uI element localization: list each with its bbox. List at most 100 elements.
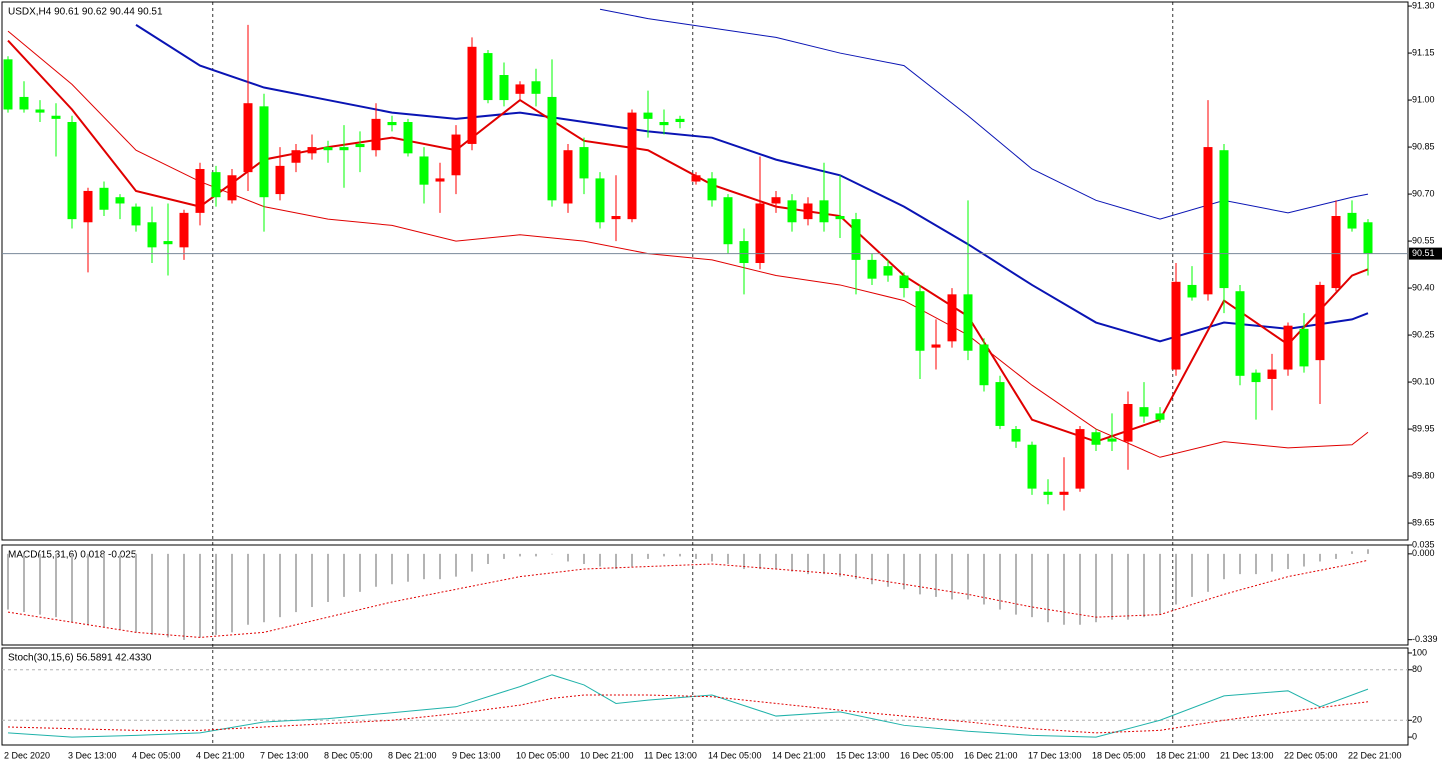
candle-body: [1171, 281, 1181, 370]
candle-body: [1075, 429, 1085, 489]
candle-body: [259, 106, 269, 198]
x-tick-label: 8 Dec 21:00: [388, 750, 437, 760]
histogram-bar: [1303, 553, 1305, 567]
x-tick-label: 21 Dec 13:00: [1220, 750, 1274, 760]
histogram-bar: [295, 553, 297, 613]
candle-body: [963, 294, 973, 351]
histogram-bar: [423, 553, 425, 580]
histogram-bar: [1191, 553, 1193, 597]
histogram-bar: [183, 553, 185, 640]
candle-body: [595, 178, 605, 223]
candle-body: [659, 122, 669, 126]
candle-body: [307, 147, 317, 154]
histogram-bar: [615, 553, 617, 570]
candle-body: [611, 216, 621, 220]
candle-body: [883, 266, 893, 276]
candle-body: [1283, 325, 1293, 370]
candle-body: [723, 197, 733, 245]
histogram-bar: [1159, 553, 1161, 615]
candle-body: [675, 118, 685, 123]
candle-body: [531, 81, 541, 94]
histogram-bar: [1255, 553, 1257, 575]
histogram-bar: [1319, 553, 1321, 562]
candle-body: [1091, 432, 1101, 445]
histogram-bar: [535, 553, 537, 557]
x-tick-label: 18 Dec 21:00: [1156, 750, 1210, 760]
histogram-bar: [455, 553, 457, 577]
histogram-bar: [119, 553, 121, 630]
candle-body: [947, 294, 957, 342]
candle-body: [371, 118, 381, 151]
histogram-bar: [775, 553, 777, 570]
indicator-line: [135, 24, 1369, 343]
candle-body: [1331, 216, 1341, 289]
candle-body: [275, 165, 285, 195]
x-tick-label: 16 Dec 05:00: [900, 750, 954, 760]
candle-body: [563, 150, 573, 204]
histogram-bar: [567, 553, 569, 562]
histogram-bar: [871, 553, 873, 585]
histogram-bar: [487, 553, 489, 564]
panel-border: [1, 647, 1409, 746]
histogram-bar: [1239, 553, 1241, 575]
y-tick-label: 90.25: [1412, 329, 1435, 339]
histogram-bar: [279, 553, 281, 618]
candle-body: [179, 212, 189, 248]
x-tick-label: 10 Dec 05:00: [516, 750, 570, 760]
candle-body: [1123, 404, 1133, 442]
candle-body: [579, 147, 589, 179]
candle-body: [227, 175, 237, 201]
histogram-bar: [23, 553, 25, 613]
histogram-bar: [263, 553, 265, 623]
candle-body: [1203, 147, 1213, 295]
candle-body: [339, 147, 349, 151]
histogram-bar: [471, 553, 473, 572]
candle-body: [979, 344, 989, 386]
histogram-bar: [1271, 553, 1273, 572]
candle-body: [1267, 369, 1277, 379]
candle-body: [995, 382, 1005, 426]
candle-body: [771, 197, 781, 204]
candle-body: [835, 216, 845, 220]
candle-body: [691, 175, 701, 182]
histogram-bar: [791, 553, 793, 572]
candle-body: [323, 147, 333, 151]
current-price-box: [1409, 247, 1442, 260]
x-tick-label: 4 Dec 05:00: [132, 750, 181, 760]
histogram-bar: [1351, 551, 1353, 554]
indicator-line: [599, 8, 1369, 220]
candle-body: [899, 275, 909, 289]
x-tick-label: 10 Dec 21:00: [580, 750, 634, 760]
histogram-bar: [1335, 553, 1337, 559]
histogram-bar: [1047, 553, 1049, 623]
histogram-bar: [231, 553, 233, 633]
x-tick-label: 18 Dec 05:00: [1092, 750, 1146, 760]
candle-body: [1347, 212, 1357, 229]
candle-body: [787, 200, 797, 223]
y-tick-label: 0.035: [1412, 539, 1435, 549]
y-tick-label: 90.55: [1412, 235, 1435, 245]
histogram-bar: [1127, 553, 1129, 620]
histogram-bar: [519, 553, 521, 557]
histogram-bar: [903, 553, 905, 590]
indicator-line: [7, 674, 1369, 738]
candle-body: [467, 46, 477, 144]
histogram-bar: [935, 553, 937, 597]
candle-body: [1219, 150, 1229, 289]
histogram-bar: [359, 553, 361, 592]
candle-body: [403, 122, 413, 154]
y-tick-label: 89.65: [1412, 517, 1435, 527]
candle-body: [211, 172, 221, 198]
histogram-bar: [1287, 553, 1289, 570]
histogram-bar: [1367, 549, 1369, 554]
y-tick-label: 89.80: [1412, 470, 1435, 480]
y-tick-label: 100: [1412, 647, 1427, 657]
y-tick-label: 90.10: [1412, 376, 1435, 386]
histogram-bar: [71, 553, 73, 623]
histogram-bar: [439, 553, 441, 580]
histogram-bar: [247, 553, 249, 625]
histogram-bar: [391, 553, 393, 585]
panel-border: [1, 1, 1409, 541]
candle-body: [195, 169, 205, 213]
candle-body: [1363, 222, 1373, 254]
